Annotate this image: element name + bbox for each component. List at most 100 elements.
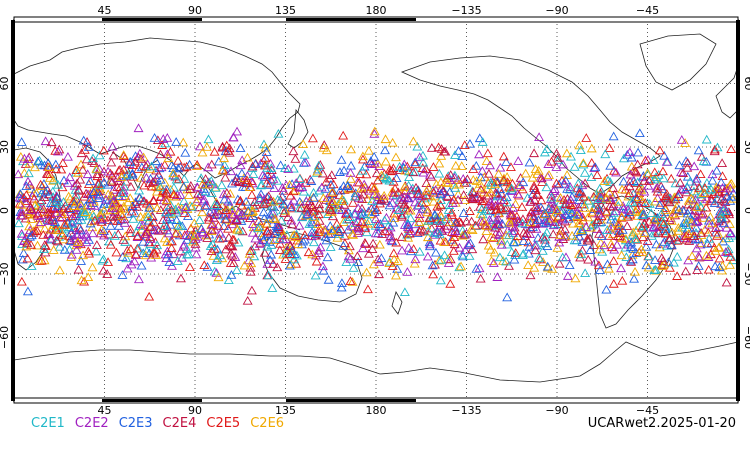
observation-marker (343, 245, 354, 255)
observation-marker (320, 184, 331, 193)
observation-marker (175, 246, 186, 256)
observation-marker (183, 190, 194, 199)
observation-marker (283, 164, 294, 173)
observation-marker (336, 282, 347, 292)
right-scale-bar (736, 20, 740, 401)
observation-marker (138, 152, 149, 162)
observation-marker (139, 229, 150, 239)
observation-marker (356, 217, 367, 226)
observation-marker (255, 158, 266, 168)
observation-marker (291, 178, 302, 187)
observation-marker (481, 226, 492, 236)
observation-marker (218, 221, 229, 230)
observation-marker (118, 164, 129, 174)
observation-marker (466, 224, 477, 233)
observation-marker (710, 246, 721, 255)
observation-marker (603, 263, 614, 273)
observation-marker (502, 239, 513, 249)
observation-marker (103, 215, 113, 224)
observation-marker (658, 173, 669, 183)
observation-marker (562, 184, 573, 193)
observation-marker (210, 183, 221, 192)
observation-marker (207, 239, 218, 249)
observation-marker (692, 265, 703, 274)
observation-marker (477, 217, 488, 227)
observation-marker (498, 175, 509, 185)
observation-marker (653, 228, 664, 237)
observation-marker (380, 226, 391, 236)
observation-marker (322, 252, 333, 262)
observation-marker (159, 159, 170, 169)
observation-marker (189, 218, 200, 228)
observation-marker (371, 168, 382, 178)
observation-marker (241, 178, 252, 187)
observation-marker (477, 196, 488, 205)
observation-marker (143, 209, 154, 218)
observation-marker (168, 191, 179, 201)
observation-marker (572, 211, 583, 220)
observation-marker (51, 208, 62, 217)
observation-marker (490, 195, 500, 205)
observation-marker (616, 211, 627, 221)
observation-marker (79, 276, 90, 286)
observation-marker (618, 203, 629, 213)
observation-marker (422, 251, 433, 261)
observation-marker (642, 236, 653, 245)
observation-marker (672, 251, 683, 261)
observation-marker (202, 233, 213, 242)
observation-marker (583, 212, 593, 222)
observation-marker (467, 192, 478, 202)
observation-marker (191, 249, 202, 259)
observation-marker (646, 208, 657, 218)
observation-marker (435, 275, 446, 285)
observation-marker (392, 263, 403, 273)
observation-marker (489, 247, 500, 257)
observation-marker (157, 140, 168, 149)
observation-marker (714, 242, 725, 252)
observation-marker (725, 179, 736, 189)
observation-marker (326, 205, 337, 215)
observation-marker (709, 144, 720, 154)
observation-marker (693, 145, 704, 155)
observation-marker (547, 203, 557, 213)
observation-marker (713, 183, 724, 193)
bottom-longitude-label: 135 (275, 404, 296, 417)
observation-marker (165, 200, 176, 209)
observation-marker (488, 258, 499, 267)
observation-marker (599, 176, 610, 185)
observation-marker (504, 230, 515, 239)
observation-marker (350, 191, 360, 201)
observation-marker (651, 239, 662, 249)
observation-marker (660, 228, 671, 238)
dataset-caption: UCARwet2.2025-01-20 (587, 416, 736, 431)
observation-marker (48, 175, 59, 185)
observation-marker (132, 201, 143, 211)
observation-marker (632, 234, 643, 244)
observation-marker (664, 235, 675, 245)
observation-marker (624, 188, 635, 198)
observation-marker (51, 196, 62, 206)
observation-marker (647, 222, 658, 232)
coastline-north-america (400, 55, 661, 195)
observation-marker (554, 258, 565, 268)
observation-marker (273, 220, 284, 230)
observation-marker (625, 242, 636, 251)
observation-marker (164, 257, 175, 266)
observation-marker (673, 189, 684, 198)
observation-marker (626, 161, 637, 171)
observation-marker (279, 208, 290, 217)
observation-marker (575, 145, 586, 155)
observation-marker (108, 150, 119, 160)
observation-marker (683, 229, 694, 238)
observation-marker (513, 156, 524, 165)
top-longitude-label: −45 (636, 4, 659, 17)
observation-marker (502, 172, 513, 181)
observation-marker (220, 172, 231, 182)
observation-marker (182, 211, 193, 221)
observation-marker (634, 183, 645, 193)
observation-marker (486, 256, 497, 265)
observation-marker (249, 251, 260, 261)
observation-marker (139, 180, 150, 190)
observation-marker (119, 181, 130, 191)
observation-marker (15, 210, 26, 220)
